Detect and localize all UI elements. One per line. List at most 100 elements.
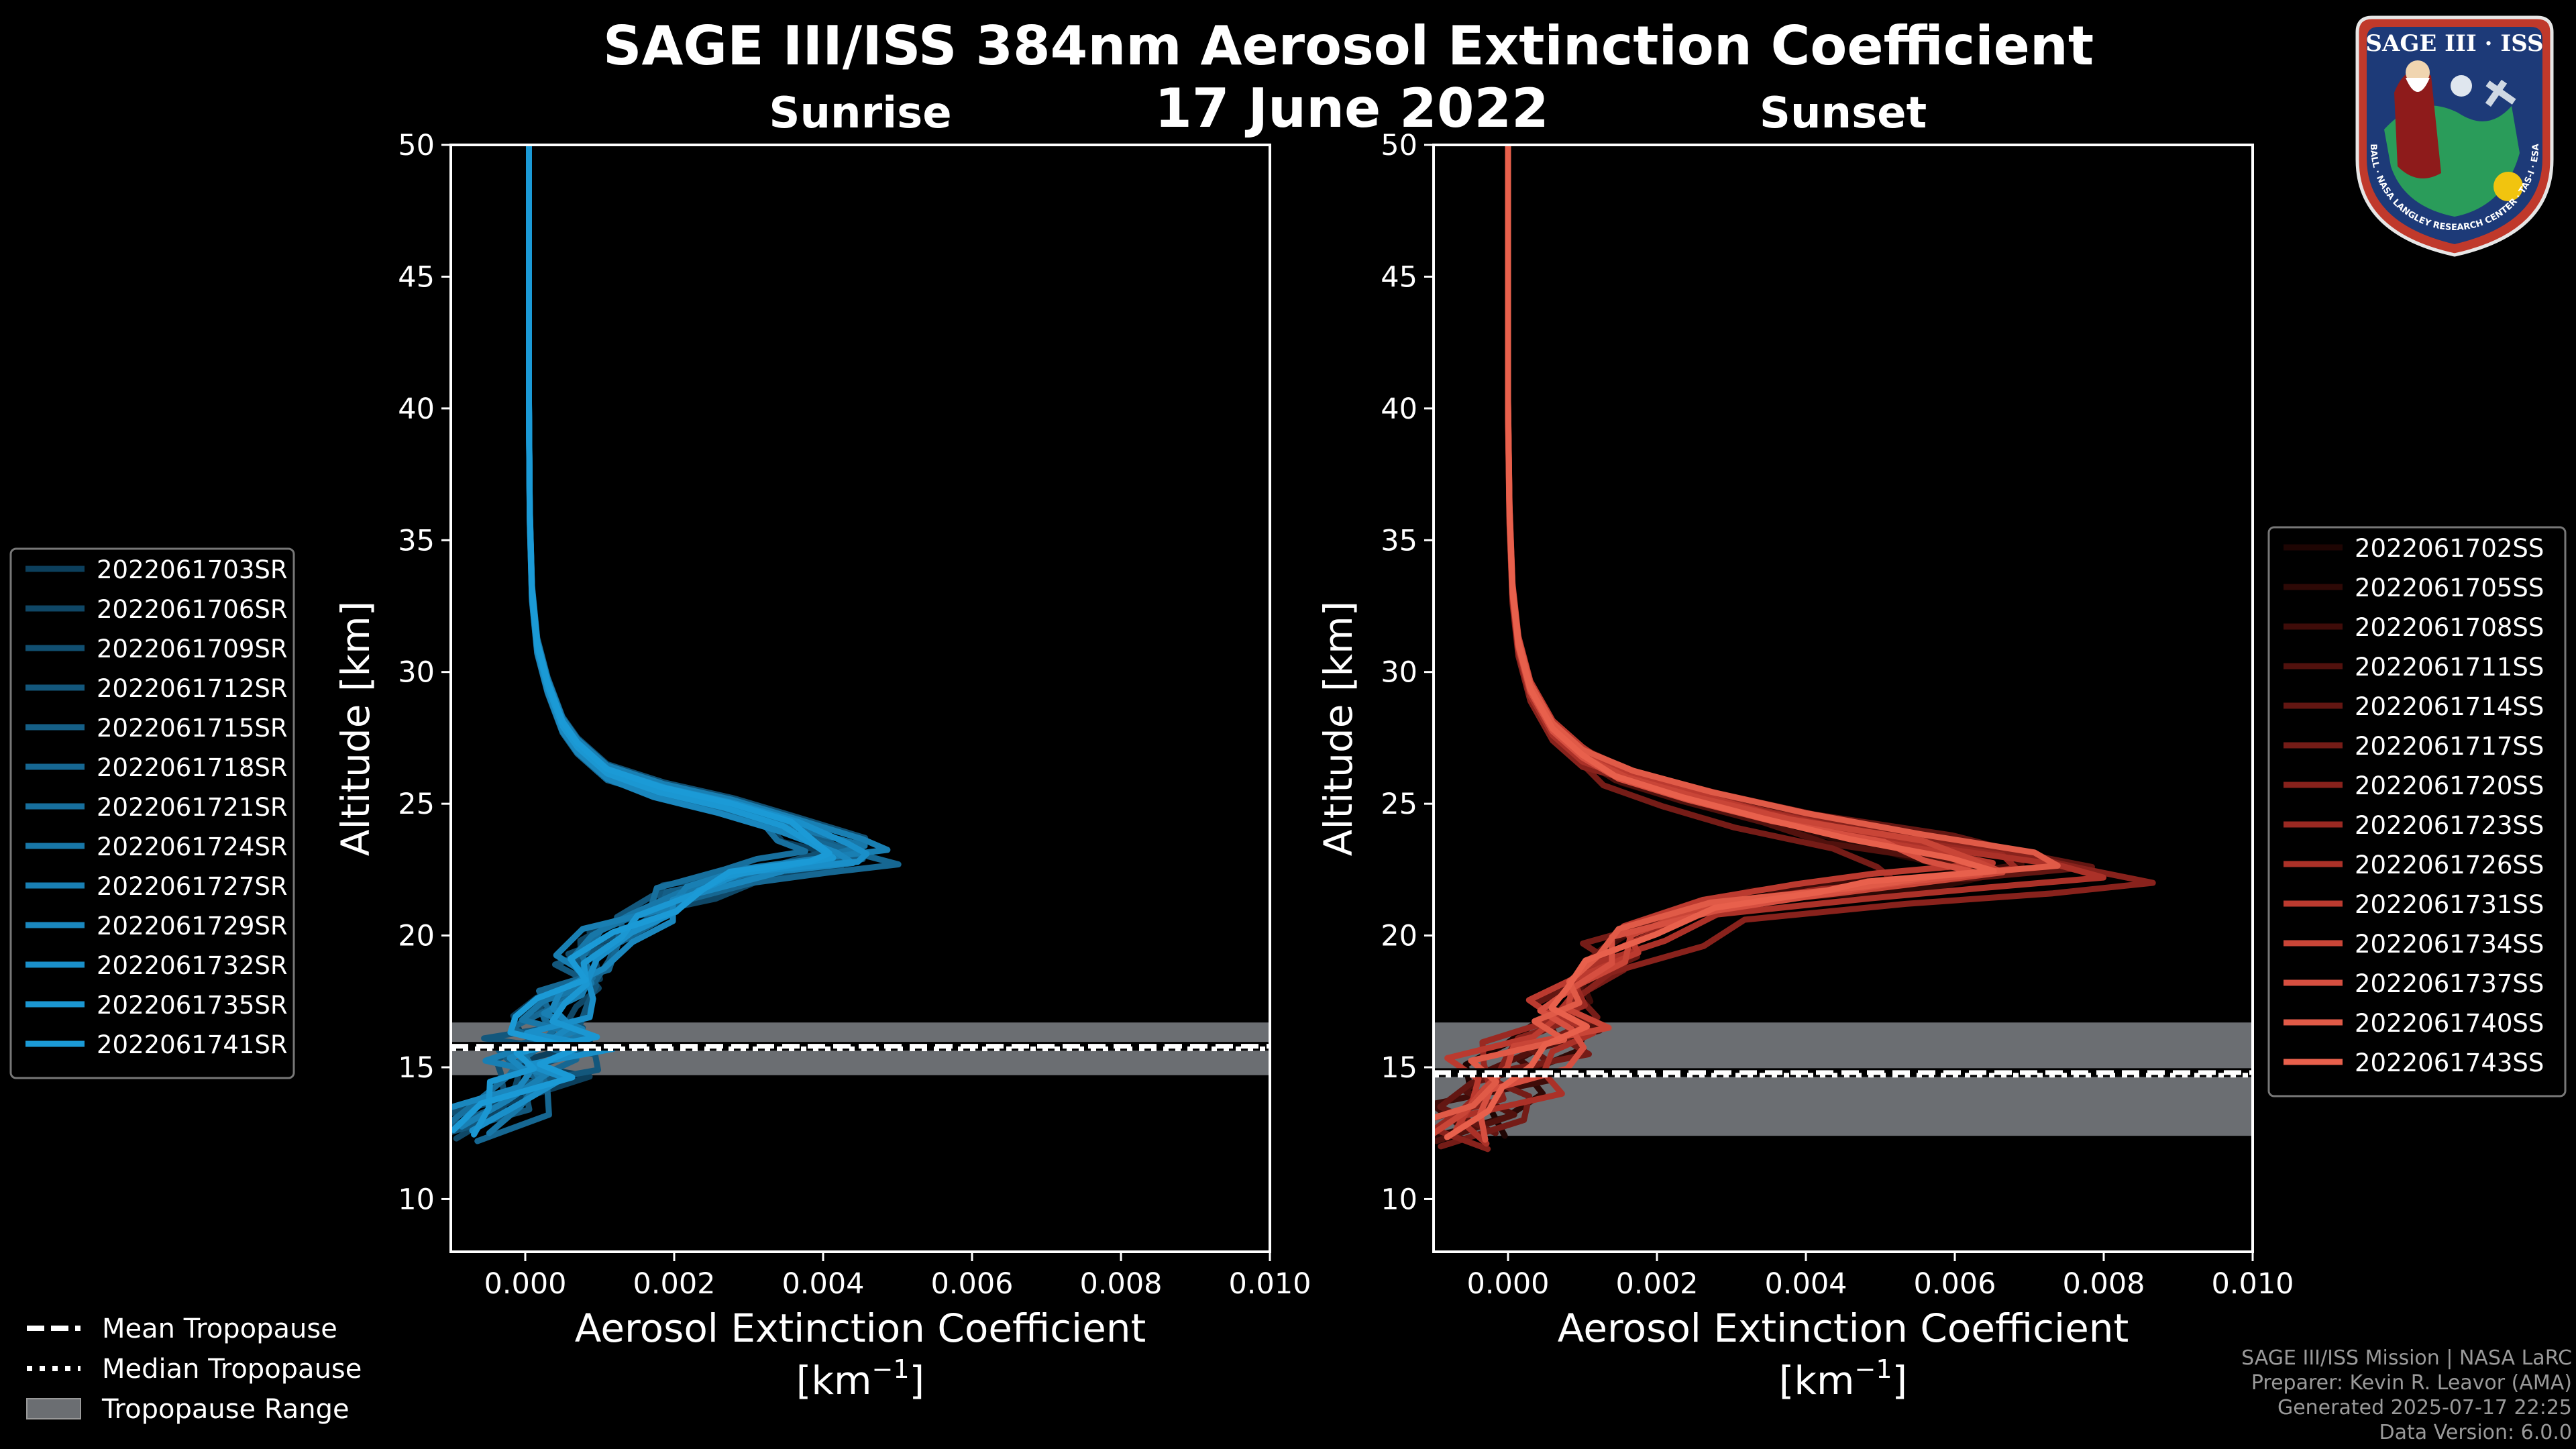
y-tick-label-10: 10 xyxy=(1381,1183,1417,1216)
legend-label-2022061715SR: 2022061715SR xyxy=(97,714,288,743)
legend-label-2022061712SR: 2022061712SR xyxy=(97,674,288,703)
y-tick-label-25: 25 xyxy=(398,788,435,821)
series-line-2022061715SR xyxy=(451,145,872,1130)
tropopause-legend-label-2: Tropopause Range xyxy=(101,1394,350,1425)
legend-label-2022061708SS: 2022061708SS xyxy=(2355,613,2544,642)
tropopause-legend-label-0: Mean Tropopause xyxy=(102,1313,337,1344)
tropopause-legend: Mean Tropopause Median Tropopause Tropopau… xyxy=(26,1313,362,1425)
panel-title-sunset: Sunset xyxy=(1760,89,1927,138)
x-axis-label-sunrise: Aerosol Extinction Coefficient xyxy=(575,1305,1146,1351)
legend-label-2022061726SS: 2022061726SS xyxy=(2355,851,2544,879)
series-group-sunrise xyxy=(451,145,902,1144)
x-tick-label-5: 0.010 xyxy=(1228,1267,1311,1301)
credits-block: SAGE III/ISS Mission | NASA LaRC Prepare… xyxy=(2241,1346,2572,1445)
x-tick-label-3: 0.006 xyxy=(1913,1267,1996,1301)
series-line-2022061727SR xyxy=(458,145,891,1130)
legend-label-2022061740SS: 2022061740SS xyxy=(2355,1009,2544,1038)
figure-title: SAGE III/ISS 384nm Aerosol Extinction Co… xyxy=(602,15,2094,77)
legend-label-2022061718SR: 2022061718SR xyxy=(97,753,288,782)
legend-label-2022061721SR: 2022061721SR xyxy=(97,793,288,822)
legend-label-2022061734SS: 2022061734SS xyxy=(2355,930,2544,959)
x-axis-unit-sunrise: [km−1] xyxy=(796,1354,924,1403)
legend-label-2022061741SR: 2022061741SR xyxy=(97,1030,288,1059)
legend-label-2022061717SS: 2022061717SS xyxy=(2355,732,2544,761)
y-tick-label-20: 20 xyxy=(398,920,435,953)
y-tick-label-30: 30 xyxy=(1381,656,1417,690)
series-line-2022061743SS xyxy=(1444,145,1997,1140)
x-tick-label-2: 0.004 xyxy=(1764,1267,1847,1301)
series-line-2022061724SR xyxy=(486,145,868,1136)
panel-sunset: 10 15 20 25 30 35 40 45 50 0.000 0.002 0.004 0.006 0.… xyxy=(1316,89,2567,1403)
y-tick-label-20: 20 xyxy=(1381,920,1417,953)
series-line-2022061712SR xyxy=(451,145,866,1136)
series-line-2022061740SS xyxy=(1434,145,2061,1122)
legend-label-2022061731SS: 2022061731SS xyxy=(2355,890,2544,919)
series-line-2022061709SR xyxy=(451,145,869,1117)
x-tick-label-0: 0.000 xyxy=(484,1267,566,1301)
legend-label-2022061720SS: 2022061720SS xyxy=(2355,771,2544,800)
y-tick-label-15: 15 xyxy=(398,1051,435,1085)
figure-date: 17 June 2022 xyxy=(1155,77,1549,140)
series-line-2022061705SS xyxy=(1434,147,1984,1140)
x-tick-label-5: 0.010 xyxy=(2211,1267,2294,1301)
legend-label-2022061711SS: 2022061711SS xyxy=(2355,653,2544,682)
series-line-2022061702SS xyxy=(1462,145,1985,1139)
panel-title-sunrise: Sunrise xyxy=(769,89,951,138)
series-line-2022061734SS xyxy=(1434,145,2006,1137)
legend-frame-sunset xyxy=(2267,526,2567,1097)
legend-label-2022061714SS: 2022061714SS xyxy=(2355,692,2544,721)
x-axis-unit-sunset: [km−1] xyxy=(1779,1354,1907,1403)
legend-label-2022061706SR: 2022061706SR xyxy=(97,595,288,624)
y-tick-label-50: 50 xyxy=(1381,129,1417,162)
legend-label-2022061737SS: 2022061737SS xyxy=(2355,969,2544,998)
credit-line-mission: SAGE III/ISS Mission | NASA LaRC xyxy=(2241,1346,2572,1370)
y-tick-label-30: 30 xyxy=(398,656,435,690)
y-tick-label-50: 50 xyxy=(398,129,435,162)
legend-label-2022061705SS: 2022061705SS xyxy=(2355,574,2544,602)
legend-label-2022061729SR: 2022061729SR xyxy=(97,912,288,941)
x-tick-label-0: 0.000 xyxy=(1466,1267,1549,1301)
x-tick-label-4: 0.008 xyxy=(1079,1267,1162,1301)
x-axis-label-sunset: Aerosol Extinction Coefficient xyxy=(1558,1305,2129,1351)
legend-label-2022061743SS: 2022061743SS xyxy=(2355,1049,2544,1077)
y-tick-label-45: 45 xyxy=(1381,260,1417,294)
legend-frame-sunrise xyxy=(9,547,295,1079)
series-line-2022061731SS xyxy=(1444,145,1996,1132)
sage-iii-iss-logo: SAGE III · ISS BALL · NASA LANGLEY RESEA… xyxy=(2355,15,2554,257)
legend-label-2022061727SR: 2022061727SR xyxy=(97,872,288,901)
x-tick-label-1: 0.002 xyxy=(633,1267,715,1301)
y-tick-label-35: 35 xyxy=(398,524,435,557)
y-tick-label-35: 35 xyxy=(1381,524,1417,557)
credit-line-preparer: Preparer: Kevin R. Leavor (AMA) xyxy=(2251,1371,2572,1395)
series-group-sunset xyxy=(1434,145,2156,1152)
legend-range-swatch xyxy=(26,1398,81,1419)
y-axis-label-sunset: Altitude [km] xyxy=(1316,601,1361,856)
x-tick-label-3: 0.006 xyxy=(930,1267,1013,1301)
credit-line-version: Data Version: 6.0.0 xyxy=(2379,1421,2572,1444)
y-tick-label-10: 10 xyxy=(398,1183,435,1216)
legend-label-2022061703SR: 2022061703SR xyxy=(97,555,288,584)
plot-frame-sunset xyxy=(1432,144,2254,1253)
legend-label-2022061709SR: 2022061709SR xyxy=(97,635,288,663)
panel-sunrise: 10 15 20 25 30 35 40 45 50 0.000 0.002 0.004 0.006 0.… xyxy=(9,89,1311,1403)
y-tick-label-40: 40 xyxy=(1381,392,1417,426)
x-tick-label-1: 0.002 xyxy=(1615,1267,1698,1301)
x-tick-label-4: 0.008 xyxy=(2062,1267,2145,1301)
series-legend-sunset: 2022061702SS 2022061705SS 2022061708SS 2022… xyxy=(2267,526,2567,1097)
legend-label-2022061735SR: 2022061735SR xyxy=(97,991,288,1020)
series-legend-sunrise: 2022061703SR 2022061706SR 2022061709SR 2022… xyxy=(9,547,295,1079)
series-line-2022061729SR xyxy=(451,148,856,1111)
series-line-2022061706SR xyxy=(453,147,861,1142)
series-line-2022061741SR xyxy=(451,145,833,1133)
legend-label-2022061732SR: 2022061732SR xyxy=(97,951,288,980)
series-line-2022061721SR xyxy=(451,145,808,1126)
y-tick-label-25: 25 xyxy=(1381,788,1417,821)
tropopause-legend-label-1: Median Tropopause xyxy=(102,1354,362,1385)
series-line-2022061703SR xyxy=(451,145,830,1132)
y-tick-label-15: 15 xyxy=(1381,1051,1417,1085)
x-tick-label-2: 0.004 xyxy=(782,1267,864,1301)
legend-label-2022061702SS: 2022061702SS xyxy=(2355,534,2544,563)
plot-frame-sunrise xyxy=(449,144,1271,1253)
y-tick-label-40: 40 xyxy=(398,392,435,426)
